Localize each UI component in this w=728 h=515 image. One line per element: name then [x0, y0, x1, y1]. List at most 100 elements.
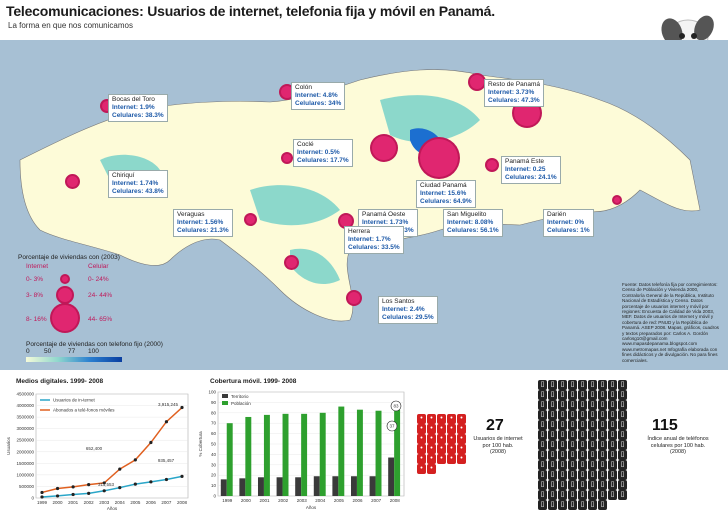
phone-icon: ▯ — [558, 420, 567, 430]
x-tick-label: 2005 — [130, 500, 141, 505]
phone-icon: ▯ — [588, 420, 597, 430]
circle-resto-panama — [470, 75, 484, 89]
bar-0 — [220, 479, 227, 496]
person-icon: • — [417, 424, 426, 434]
y-tick-label: 4000000 — [16, 403, 34, 408]
phone-icon: ▯ — [588, 470, 597, 480]
phone-icon: ▯ — [568, 390, 577, 400]
phone-icon: ▯ — [558, 430, 567, 440]
data-point — [149, 440, 153, 445]
phone-icon: ▯ — [568, 410, 577, 420]
data-point — [133, 458, 137, 462]
legend-label: Usuarios de in-ternet — [53, 398, 96, 403]
x-tick-label: 2001 — [68, 500, 79, 505]
data-label: 3,915,245 — [158, 402, 179, 407]
phone-icon: ▯ — [568, 380, 577, 390]
phone-icon: ▯ — [598, 500, 607, 510]
person-icon: • — [457, 444, 466, 454]
y-tick-label: 60 — [211, 431, 217, 436]
bar-chart-title: Cobertura móvil. 1999- 2008 — [210, 378, 297, 385]
person-icon: • — [437, 454, 446, 464]
label-panama-este: Panamá Este Internet: 0.25 Celulares: 24.1… — [501, 156, 561, 184]
phone-icon: ▯ — [548, 430, 557, 440]
stat-internet-line1: Usuarios de internet — [473, 436, 523, 442]
phone-icon: ▯ — [618, 390, 627, 400]
person-icon: • — [417, 444, 426, 454]
bar-0 — [332, 476, 339, 496]
circle-darien — [614, 197, 620, 203]
y-tick-label: 1000000 — [16, 472, 34, 477]
circle-chiriqui — [67, 176, 78, 187]
bar-1 — [356, 409, 363, 496]
phone-icon: ▯ — [548, 420, 557, 430]
bar-1 — [226, 423, 233, 496]
phone-icon: ▯ — [598, 430, 607, 440]
phone-icon: ▯ — [598, 410, 607, 420]
phone-icon: ▯ — [568, 470, 577, 480]
bar-0 — [369, 476, 376, 496]
legend-title: Porcentaje de viviendas con (2003) — [18, 254, 120, 261]
phone-icon: ▯ — [568, 500, 577, 510]
y-tick-label: 70 — [211, 421, 217, 426]
series-line-0 — [41, 475, 183, 498]
legend-row1-celular: 0- 24% — [88, 276, 109, 283]
label-san-miguelito: San Miguelito Internet: 8.08% Celulares: 5… — [443, 209, 503, 237]
phone-tick-50: 50 — [44, 348, 52, 355]
phone-icon: ▯ — [588, 410, 597, 420]
bar-0 — [295, 477, 302, 496]
x-axis-label: Años — [306, 505, 317, 510]
phone-icon: ▯ — [578, 480, 587, 490]
phone-icon: ▯ — [598, 390, 607, 400]
circle-ciudad-panama — [420, 139, 458, 177]
phone-icon: ▯ — [608, 430, 617, 440]
person-icon: • — [417, 454, 426, 464]
coverage-area-central — [250, 185, 340, 226]
legend-phone-title: Porcentaje de viviendas con telefono fij… — [26, 341, 163, 348]
phone-icon: ▯ — [608, 380, 617, 390]
label-cocle: Coclé Internet: 0.5% Celulares: 17.7% — [293, 139, 353, 167]
y-tick-label: 500000 — [19, 484, 35, 489]
phone-icon: ▯ — [598, 450, 607, 460]
data-point — [87, 491, 91, 495]
y-tick-label: 10 — [211, 483, 217, 488]
phone-icon: ▯ — [538, 410, 547, 420]
bar-1 — [338, 406, 345, 496]
legend-row3-celular: 44- 65% — [88, 316, 113, 323]
phone-icon: ▯ — [598, 480, 607, 490]
x-axis-label: Años — [107, 506, 118, 511]
source-note: Fuente: Datos telefonía fija por corregi… — [622, 282, 719, 363]
phone-icon: ▯ — [538, 450, 547, 460]
phone-icon: ▯ — [538, 440, 547, 450]
phone-icon: ▯ — [538, 400, 547, 410]
circle-los-santos — [348, 292, 360, 304]
phone-icon: ▯ — [588, 440, 597, 450]
label-ciudad-panama: Ciudad Panamá Internet: 15.6% Celulares: 6… — [416, 180, 476, 208]
phone-icon: ▯ — [548, 450, 557, 460]
phone-icon: ▯ — [588, 500, 597, 510]
phone-icon: ▯ — [608, 460, 617, 470]
person-icon: • — [417, 464, 426, 474]
phone-icon: ▯ — [608, 490, 617, 500]
circle-herrera — [286, 257, 297, 268]
bar-1 — [375, 410, 382, 496]
y-tick-label: 90 — [211, 400, 217, 405]
data-point — [40, 495, 44, 499]
phone-icon: ▯ — [558, 410, 567, 420]
person-icon: • — [427, 444, 436, 454]
phone-icon: ▯ — [538, 500, 547, 510]
person-icon: • — [437, 424, 446, 434]
x-tick-label: 2004 — [115, 500, 126, 505]
phone-icon: ▯ — [608, 390, 617, 400]
data-point — [71, 485, 75, 489]
x-tick-label: 1999 — [222, 498, 233, 503]
phone-icon: ▯ — [578, 390, 587, 400]
phone-icon: ▯ — [578, 490, 587, 500]
stat-internet-value: 27 — [486, 417, 504, 434]
phone-icon: ▯ — [538, 420, 547, 430]
y-tick-label: 20 — [211, 473, 217, 478]
bar-0 — [257, 477, 264, 496]
coverage-area-east — [380, 95, 480, 143]
person-icon: • — [447, 434, 456, 444]
data-label: 37 — [389, 424, 395, 429]
person-icon: • — [447, 414, 456, 424]
